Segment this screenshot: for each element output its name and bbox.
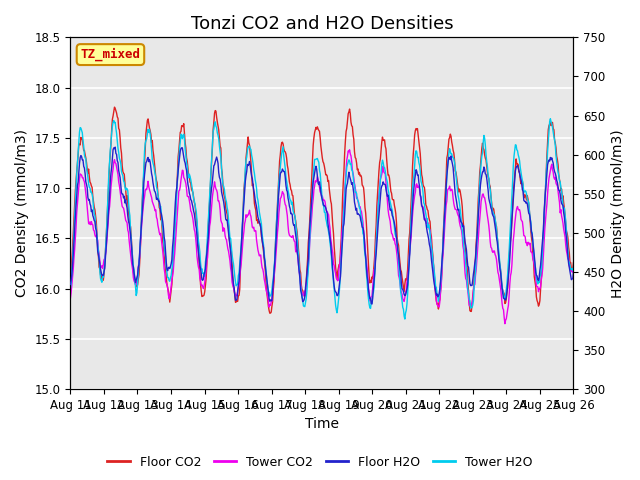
Title: Tonzi CO2 and H2O Densities: Tonzi CO2 and H2O Densities [191,15,453,33]
X-axis label: Time: Time [305,418,339,432]
Y-axis label: H2O Density (mmol/m3): H2O Density (mmol/m3) [611,129,625,298]
Y-axis label: CO2 Density (mmol/m3): CO2 Density (mmol/m3) [15,129,29,297]
Text: TZ_mixed: TZ_mixed [81,48,140,61]
Legend: Floor CO2, Tower CO2, Floor H2O, Tower H2O: Floor CO2, Tower CO2, Floor H2O, Tower H… [102,451,538,474]
